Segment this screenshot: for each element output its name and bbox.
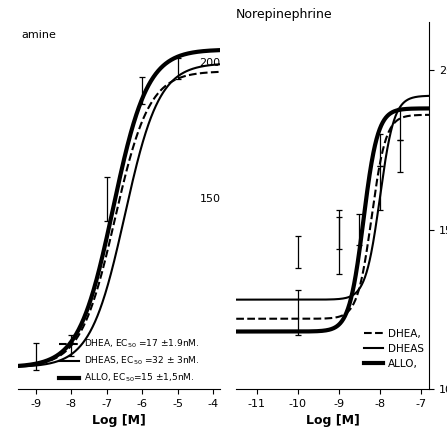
Text: 200: 200: [199, 58, 220, 68]
Legend: DHEA,, DHEAS, ALLO,: DHEA,, DHEAS, ALLO,: [364, 329, 424, 369]
Text: amine: amine: [21, 30, 56, 41]
X-axis label: Log [M]: Log [M]: [306, 414, 360, 427]
X-axis label: Log [M]: Log [M]: [92, 414, 146, 427]
Legend: DHEA, EC$_{50}$ =17 ±1.9nM., DHEAS, EC$_{50}$ =32 ± 3nM., ALLO, EC$_{50}$=15 ±1,: DHEA, EC$_{50}$ =17 ±1.9nM., DHEAS, EC$_…: [59, 338, 199, 384]
Text: 150: 150: [199, 194, 220, 204]
Text: Norepinephrine: Norepinephrine: [236, 8, 333, 21]
